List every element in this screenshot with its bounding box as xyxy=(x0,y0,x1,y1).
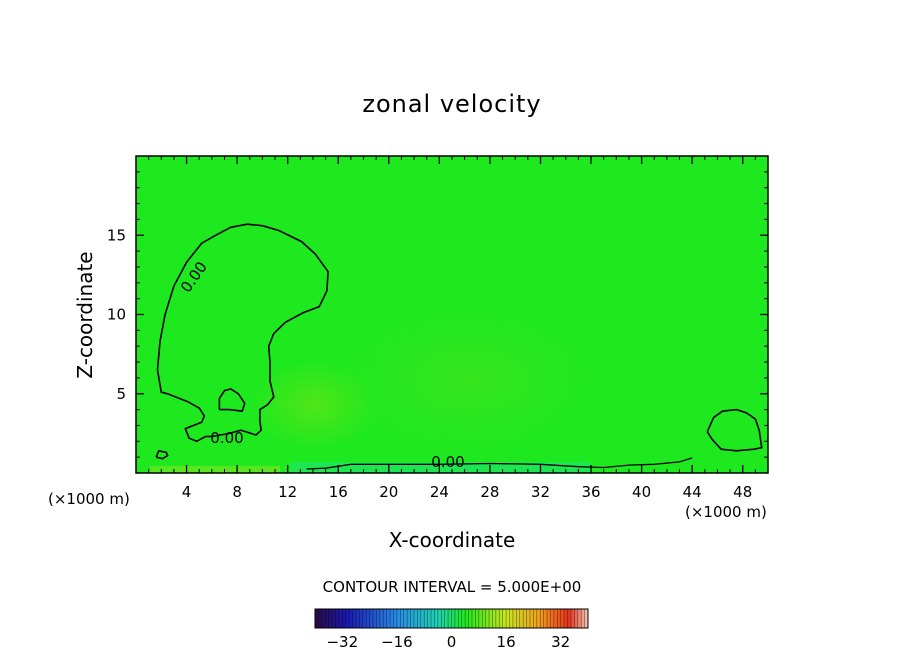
colorbar-tick-label: −32 xyxy=(326,633,358,651)
x-unit-right: (×1000 m) xyxy=(685,503,767,521)
x-unit-left: (×1000 m) xyxy=(48,490,130,508)
x-tick-label: 40 xyxy=(632,483,651,501)
x-tick-label: 4 xyxy=(182,483,192,501)
colorbar-tick-label: 16 xyxy=(497,633,516,651)
x-tick-label: 16 xyxy=(329,483,348,501)
y-axis-label: Z-coordinate xyxy=(73,251,97,378)
colorbar-segments xyxy=(318,609,585,628)
y-tick-label: 5 xyxy=(116,385,126,403)
surface-band-left xyxy=(150,466,280,473)
contour-line-1 xyxy=(218,388,246,413)
contour-lines xyxy=(155,223,763,470)
x-tick-label: 24 xyxy=(430,483,449,501)
colorbar: −32 −16 0 16 32 xyxy=(314,608,589,651)
x-tick-label: 44 xyxy=(683,483,702,501)
x-tick-label: 48 xyxy=(733,483,752,501)
contour-line-2 xyxy=(706,408,763,452)
y-tick-label: 15 xyxy=(107,226,126,244)
chart-title: zonal velocity xyxy=(362,90,541,118)
y-tick-label: 10 xyxy=(107,306,126,324)
x-tick-label: 32 xyxy=(531,483,550,501)
contour-label-surface: 0.00 xyxy=(431,453,464,471)
contour-interval-text: CONTOUR INTERVAL = 5.000E+00 xyxy=(323,578,582,596)
x-axis: 4 8 12 16 20 24 28 32 36 40 44 48 xyxy=(148,156,756,501)
contour-line-surface xyxy=(306,457,693,470)
x-tick-label: 36 xyxy=(581,483,600,501)
x-tick-label: 8 xyxy=(232,483,242,501)
y-axis: 5 10 15 xyxy=(107,171,768,458)
x-tick-label: 28 xyxy=(480,483,499,501)
contour-label-lower-left: 0.00 xyxy=(210,429,243,447)
x-axis-label: X-coordinate xyxy=(389,528,516,552)
x-tick-label: 20 xyxy=(379,483,398,501)
contour-line-0 xyxy=(156,223,329,443)
plot-area: 0.00 0.00 0.00 xyxy=(135,155,769,474)
x-tick-label: 12 xyxy=(278,483,297,501)
field-shade-wide xyxy=(340,305,600,455)
colorbar-tick-label: −16 xyxy=(381,633,413,651)
colorbar-tick-label: 0 xyxy=(447,633,457,651)
contour-line-3 xyxy=(155,449,169,460)
colorbar-tick-label: 32 xyxy=(551,633,570,651)
colorbar-ticks: −32 −16 0 16 32 xyxy=(326,633,570,651)
